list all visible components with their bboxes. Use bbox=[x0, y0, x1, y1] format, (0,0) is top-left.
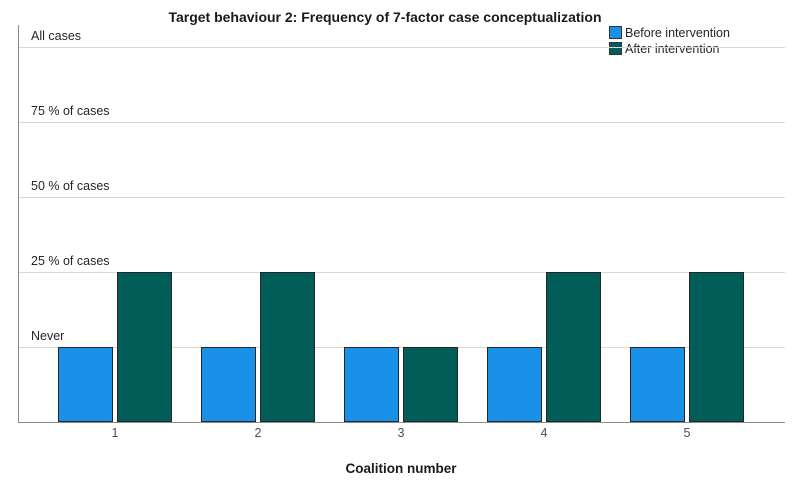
bar-after-intervention-coalition-5 bbox=[689, 272, 744, 422]
x-axis-tick-label: 2 bbox=[254, 426, 262, 440]
y-axis-tick-label: Never bbox=[31, 329, 65, 343]
legend-item-before-intervention: Before intervention bbox=[609, 25, 730, 40]
x-axis-title: Coalition number bbox=[345, 461, 457, 476]
y-axis-tick-label: 75 % of cases bbox=[31, 104, 110, 118]
gridline-2 bbox=[19, 272, 785, 273]
bar-after-intervention-coalition-1 bbox=[117, 272, 172, 422]
bar-after-intervention-coalition-4 bbox=[546, 272, 601, 422]
legend-item-after-intervention: After intervention bbox=[609, 41, 730, 56]
bar-before-intervention-coalition-3 bbox=[344, 347, 399, 422]
plot-area: Never 25 % of cases 50 % of cases 75 % of c… bbox=[18, 25, 785, 440]
y-axis-tick-label: 25 % of cases bbox=[31, 254, 110, 268]
x-axis-tick-label: 5 bbox=[683, 426, 691, 440]
bar-before-intervention-coalition-5 bbox=[630, 347, 685, 422]
x-axis-tick-label: 3 bbox=[397, 426, 405, 440]
gridline-1 bbox=[19, 347, 785, 348]
chart-title: Target behaviour 2: Frequency of 7-facto… bbox=[168, 9, 602, 25]
bar-after-intervention-coalition-3 bbox=[403, 347, 458, 422]
legend-swatch-before-intervention bbox=[609, 26, 622, 39]
x-axis-tick-label: 1 bbox=[111, 426, 119, 440]
x-axis-tick-label: 4 bbox=[540, 426, 548, 440]
gridline-3 bbox=[19, 197, 785, 198]
legend: Before intervention After intervention bbox=[609, 25, 730, 57]
gridline-4 bbox=[19, 122, 785, 123]
bar-after-intervention-coalition-2 bbox=[260, 272, 315, 422]
bar-before-intervention-coalition-4 bbox=[487, 347, 542, 422]
gridline-5 bbox=[19, 47, 785, 48]
legend-swatch-after-intervention bbox=[609, 42, 622, 55]
y-axis-tick-label: 50 % of cases bbox=[31, 179, 110, 193]
legend-label-after-intervention: After intervention bbox=[625, 41, 720, 56]
bar-before-intervention-coalition-1 bbox=[58, 347, 113, 422]
y-axis-tick-label: All cases bbox=[31, 29, 82, 43]
legend-label-before-intervention: Before intervention bbox=[625, 25, 730, 40]
bar-before-intervention-coalition-2 bbox=[201, 347, 256, 422]
